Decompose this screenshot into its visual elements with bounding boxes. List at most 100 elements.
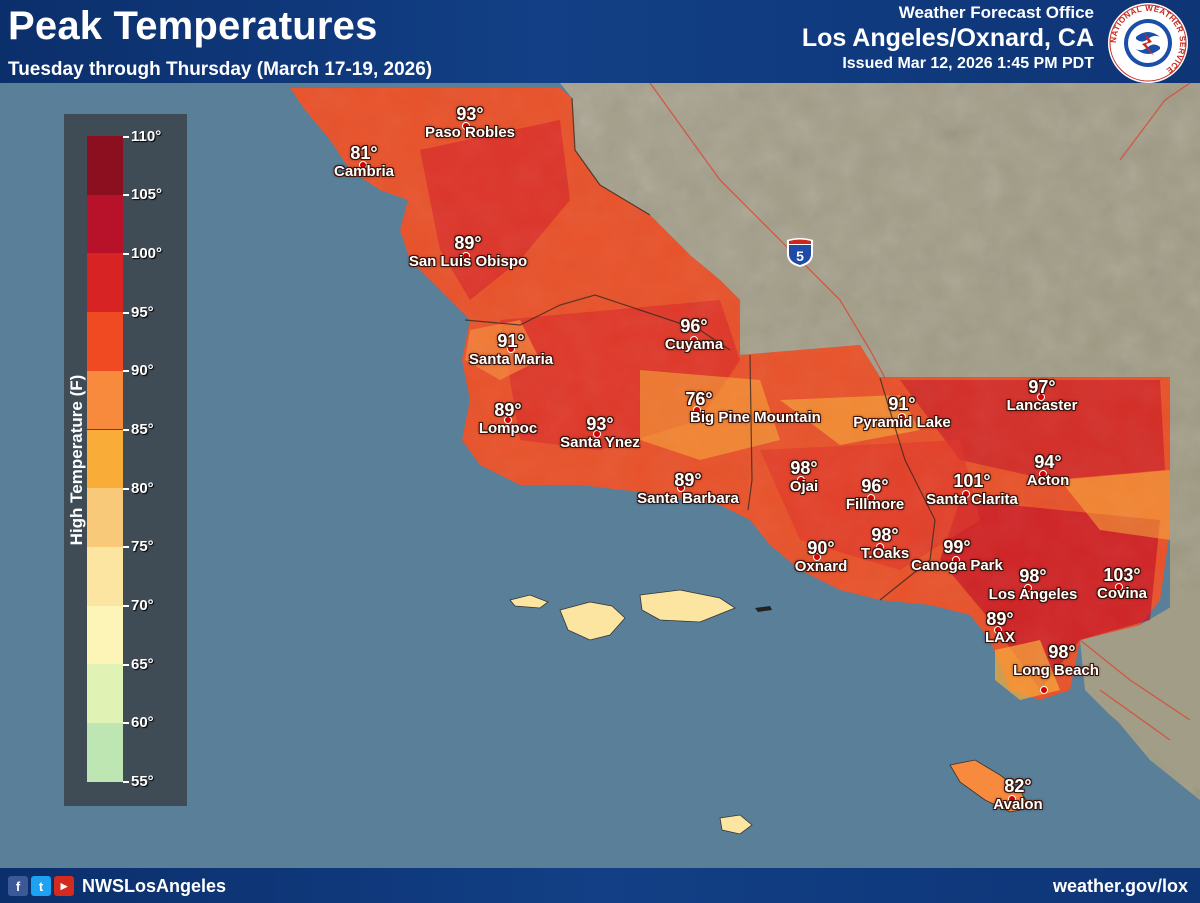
roads: [649, 82, 1191, 741]
city-temp: 91°: [497, 331, 525, 351]
twitter-icon[interactable]: t: [31, 876, 51, 896]
city-dot: [876, 543, 884, 551]
city-dot: [1008, 795, 1016, 803]
city-name: Covina: [1096, 585, 1147, 602]
city-name: Ojai: [789, 478, 819, 495]
header-banner: Peak Temperatures Tuesday through Thursd…: [0, 0, 1200, 83]
city-temp: 98°: [1019, 566, 1047, 586]
city-name: T.Oaks: [860, 545, 910, 562]
legend-swatch-70-75: [87, 546, 123, 606]
city-label-pyramid-lake: 91° Pyramid Lake: [838, 394, 966, 431]
city-label-lompoc: 89° Lompoc: [458, 400, 558, 437]
city-label-cambria: 81° Cambria: [304, 143, 424, 180]
city-dot: [504, 416, 512, 424]
city-name: San Luis Obispo: [408, 253, 528, 270]
city-dot: [507, 345, 515, 353]
city-temp: 91°: [888, 394, 916, 414]
legend-tick-label: 95°: [131, 304, 154, 321]
legend-swatch-95-100: [87, 253, 123, 313]
city-name: Canoga Park: [911, 557, 1003, 574]
website-link[interactable]: weather.gov/lox: [1052, 876, 1188, 896]
social-icons: f t ▸: [8, 876, 74, 896]
city-temp: 98°: [871, 525, 899, 545]
city-name: Paso Robles: [424, 124, 516, 141]
issued-time: Issued Mar 12, 2026 1:45 PM PDT: [842, 55, 1094, 72]
city-dot: [693, 406, 701, 414]
city-temp: 93°: [456, 104, 484, 124]
legend-swatch-55-60: [87, 723, 123, 782]
city-name: Cambria: [333, 163, 395, 180]
city-dot: [1040, 686, 1048, 694]
city-label-santa-ynez: 93° Santa Ynez: [545, 414, 655, 451]
city-name: LAX: [985, 629, 1015, 646]
city-temp: 103°: [1103, 565, 1141, 585]
legend-swatch-105-110: [87, 136, 123, 195]
city-dot: [813, 553, 821, 561]
legend-tick: [123, 194, 129, 196]
office-name: Los Angeles/Oxnard, CA: [801, 24, 1094, 52]
channel-islands: [509, 589, 753, 835]
city-label-ojai: 98° Ojai: [764, 458, 844, 495]
city-name: Los Angeles: [988, 586, 1078, 603]
legend-tick: [123, 605, 129, 607]
legend-tick: [123, 664, 129, 666]
legend-tick: [123, 312, 129, 314]
city-temp: 76°: [685, 389, 713, 409]
legend-title: High Temperature (F): [67, 374, 86, 546]
office-info: Weather Forecast Office Los Angeles/Oxna…: [802, 3, 1094, 73]
forecast-period: Tuesday through Thursday (March 17-19, 2…: [8, 59, 433, 80]
legend-tick: [123, 136, 129, 138]
legend-tick-label: 100°: [131, 245, 163, 262]
city-label-santa-clarita: 101° Santa Clarita: [910, 471, 1034, 508]
city-name: Santa Maria: [468, 351, 554, 368]
youtube-icon[interactable]: ▸: [54, 876, 74, 896]
city-temp: 90°: [807, 538, 835, 558]
legend-tick-label: 105°: [131, 186, 163, 203]
legend-tick-label: 85°: [131, 421, 154, 438]
city-name: Santa Barbara: [637, 490, 739, 507]
legend-tick: [123, 253, 129, 255]
temperature-legend: High Temperature (F) 110° 105° 100° 95° …: [64, 114, 187, 806]
nws-logo: NATIONAL WEATHER SERVICE: [1108, 3, 1188, 83]
legend-tick-label: 90°: [131, 362, 154, 379]
city-label-santa-maria: 91° Santa Maria: [446, 331, 576, 368]
city-label-acton: 94° Acton: [1008, 452, 1088, 489]
legend-swatch-80-85: [87, 429, 123, 489]
city-label-lancaster: 97° Lancaster: [992, 377, 1092, 414]
legend-tick: [123, 546, 129, 548]
city-dot: [898, 413, 906, 421]
city-temp: 98°: [790, 458, 818, 478]
city-temp: 97°: [1028, 377, 1056, 397]
city-label-covina: 103° Covina: [1082, 565, 1162, 602]
city-temp: 89°: [454, 233, 482, 253]
city-label-big-pine-mountain: 76° Big Pine Mountain: [620, 389, 820, 426]
city-dot: [462, 122, 470, 130]
legend-swatch-90-95: [87, 312, 123, 371]
legend-tick: [123, 429, 129, 431]
page-title: Peak Temperatures: [8, 4, 378, 48]
city-label-santa-barbara: 89° Santa Barbara: [616, 470, 760, 507]
city-dot: [359, 161, 367, 169]
legend-tick-label: 110°: [131, 128, 162, 145]
city-name: Oxnard: [794, 558, 848, 575]
legend-tick-label: 55°: [131, 773, 154, 790]
legend-swatch-65-70: [87, 605, 123, 665]
legend-tick-label: 60°: [131, 714, 154, 731]
city-temp: 98°: [1048, 642, 1076, 662]
city-temp: 82°: [1004, 776, 1032, 796]
city-label-thousand-oaks: 98° T.Oaks: [848, 525, 922, 562]
legend-tick-label: 70°: [131, 597, 154, 614]
legend-swatch-100-105: [87, 194, 123, 254]
city-name: Fillmore: [845, 496, 905, 513]
social-handle[interactable]: NWSLosAngeles: [82, 876, 227, 896]
city-name: Santa Ynez: [560, 434, 640, 451]
city-label-avalon: 82° Avalon: [980, 776, 1056, 813]
city-dot: [1115, 583, 1123, 591]
city-temp: 89°: [494, 400, 522, 420]
city-dot: [962, 490, 970, 498]
interstate-5-shield: 5: [787, 238, 813, 267]
facebook-icon[interactable]: f: [8, 876, 28, 896]
legend-swatch-75-80: [87, 488, 123, 547]
city-label-paso-robles: 93° Paso Robles: [400, 104, 540, 141]
